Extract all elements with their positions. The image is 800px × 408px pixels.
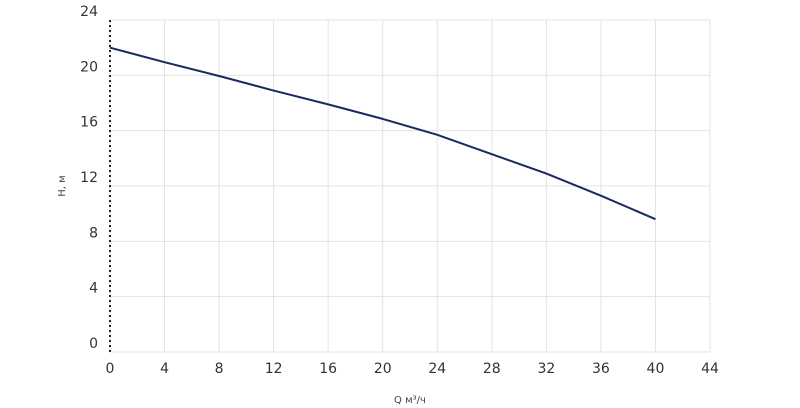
data-line xyxy=(109,46,656,221)
x-tick-label: 24 xyxy=(428,361,446,377)
x-tick-label: 8 xyxy=(215,361,224,377)
y-tick-label: 12 xyxy=(80,170,98,186)
x-tick-label: 44 xyxy=(701,361,719,377)
y-tick-label: 16 xyxy=(80,115,98,131)
y-tick-label: 20 xyxy=(80,59,98,75)
x-tick-label: 36 xyxy=(592,361,610,377)
y-tick-label: 4 xyxy=(89,281,98,297)
x-axis-label: Q м³/ч xyxy=(394,395,426,406)
x-tick-label: 12 xyxy=(265,361,283,377)
y-tick-label: 24 xyxy=(80,4,98,20)
y-axis-label: H, м xyxy=(57,175,68,196)
y-tick-label: 0 xyxy=(89,336,98,352)
x-tick-label: 4 xyxy=(160,361,169,377)
y-tick-label: 8 xyxy=(89,225,98,241)
x-tick-label: 20 xyxy=(374,361,392,377)
x-tick-label: 28 xyxy=(483,361,501,377)
x-tick-label: 16 xyxy=(319,361,337,377)
x-tick-label: 40 xyxy=(647,361,665,377)
x-tick-label: 32 xyxy=(537,361,555,377)
x-tick-label: 0 xyxy=(106,361,115,377)
